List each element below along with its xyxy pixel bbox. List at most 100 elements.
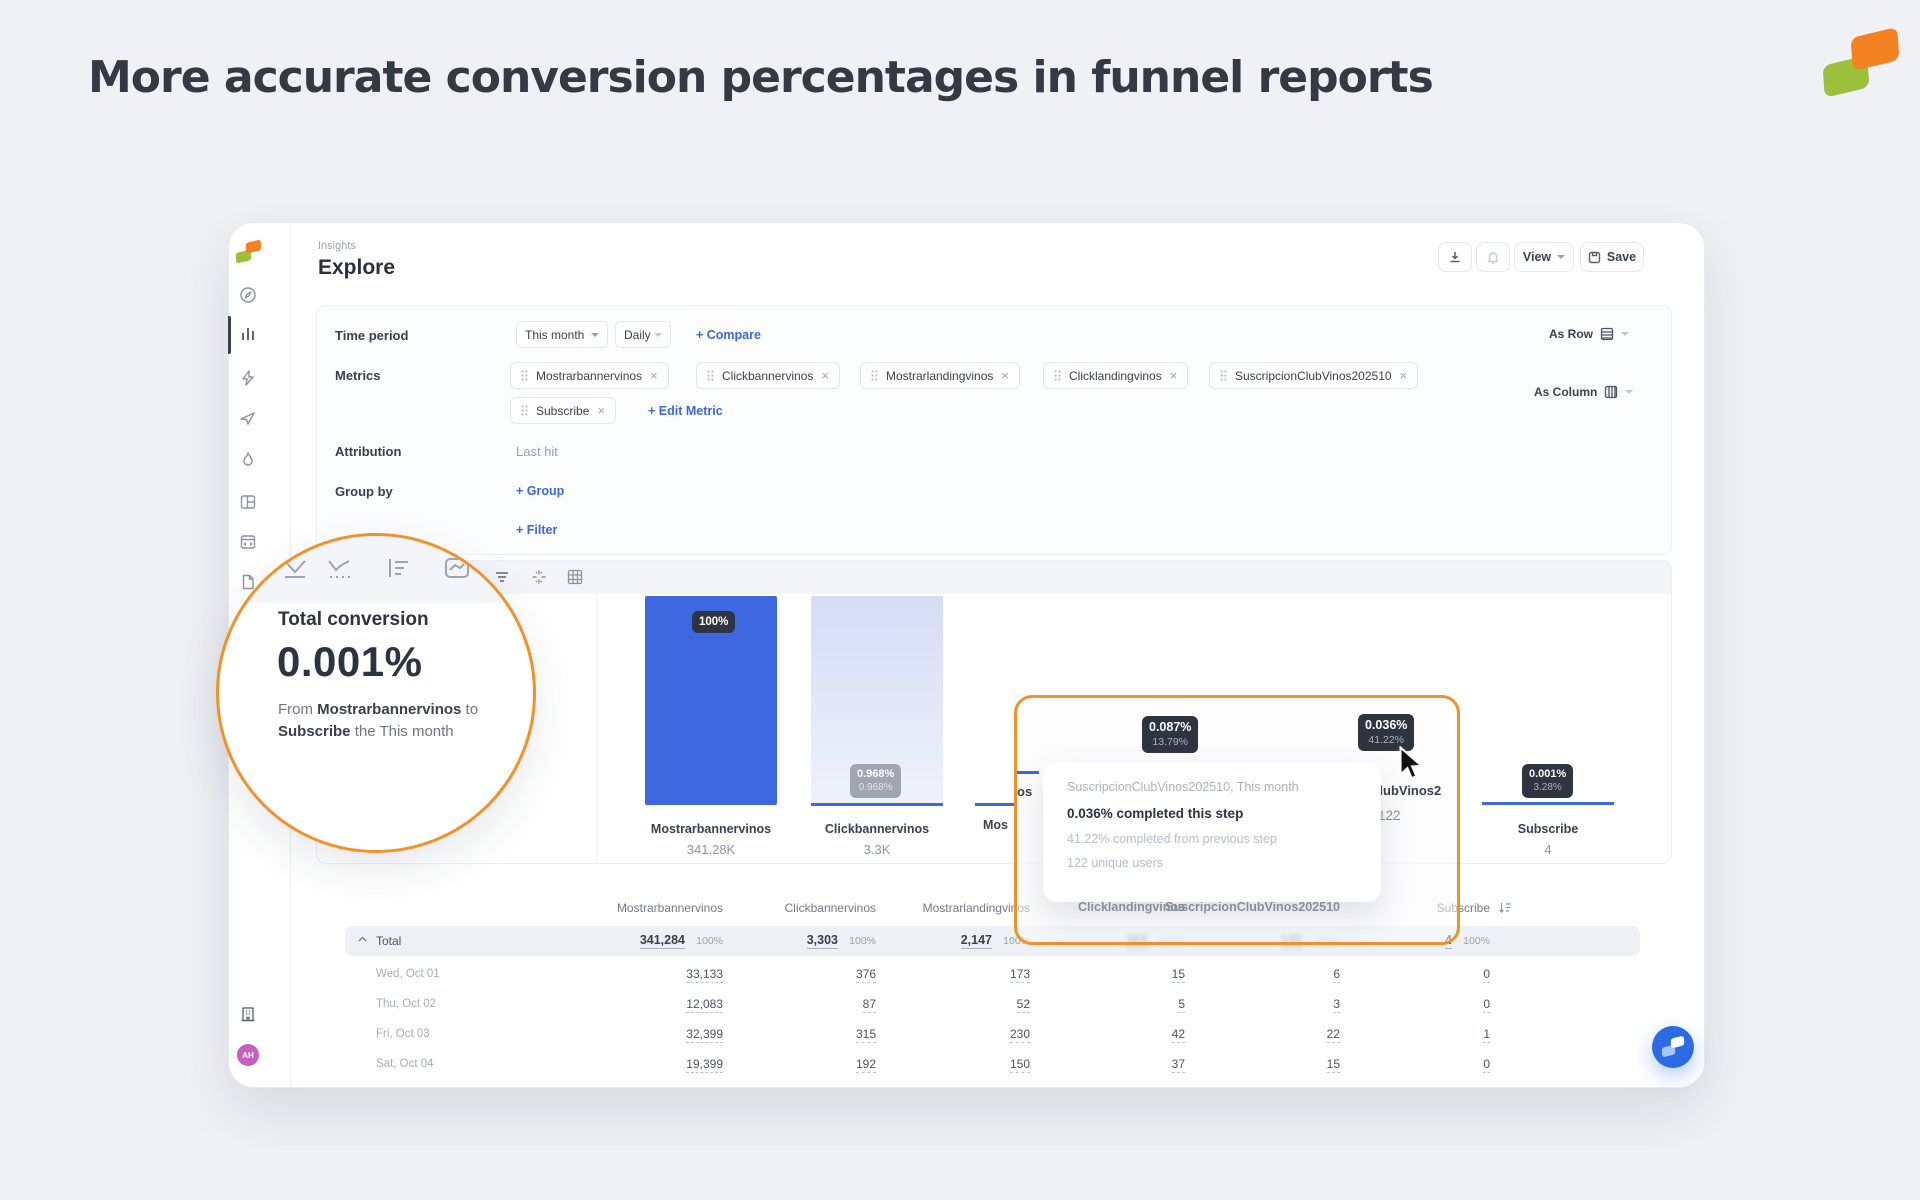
area-chart-type-icon[interactable] <box>443 554 471 582</box>
funnel-bar3-label-fragment: Mos <box>983 818 1008 832</box>
table-cell[interactable]: 22 <box>1326 1027 1340 1043</box>
total-pct: 100% <box>849 935 876 947</box>
drag-handle-icon[interactable] <box>1220 370 1227 381</box>
drag-handle-icon[interactable] <box>521 405 528 416</box>
metric-chip[interactable]: Mostrarlandingvinos × <box>860 362 1020 389</box>
collapse-icon[interactable] <box>358 936 367 943</box>
table-cell[interactable]: 173 <box>1009 967 1030 983</box>
sidebar-item-organization[interactable] <box>239 1005 257 1023</box>
user-avatar[interactable]: AH <box>237 1044 259 1066</box>
save-button-label: Save <box>1606 250 1637 264</box>
compare-link[interactable]: + Compare <box>696 328 761 342</box>
view-button[interactable]: View <box>1514 242 1574 272</box>
table-cell[interactable]: 19,399 <box>686 1057 723 1073</box>
send-icon <box>239 409 257 427</box>
row-label: Sat, Oct 04 <box>376 1058 434 1070</box>
total-pct: 100% <box>1463 935 1490 947</box>
sidebar-item-insights[interactable] <box>239 325 257 343</box>
sidebar-logo[interactable] <box>234 238 266 266</box>
close-icon[interactable]: × <box>650 368 658 383</box>
table-cell[interactable]: 0 <box>1483 1057 1490 1073</box>
bar-label-fragment-right: ClubVinos2 <box>1370 783 1442 798</box>
funnel-bar-clickbannervinos[interactable] <box>811 803 943 806</box>
table-cell[interactable]: 32,399 <box>686 1027 723 1043</box>
table-cell[interactable]: 52 <box>1016 997 1030 1013</box>
filter-link[interactable]: + Filter <box>516 523 558 537</box>
sidebar-item-events[interactable] <box>239 369 257 387</box>
drag-handle-icon[interactable] <box>707 370 714 381</box>
sidebar-item-discover[interactable] <box>239 286 257 304</box>
sidebar-item-funnels[interactable] <box>239 409 257 427</box>
metric-chip[interactable]: Clickbannervinos × <box>696 362 840 389</box>
table-cell[interactable]: 42 <box>1171 1027 1185 1043</box>
granularity-select[interactable]: Daily <box>615 321 671 348</box>
table-cell[interactable]: 0 <box>1483 967 1490 983</box>
sidebar-item-dashboards[interactable] <box>239 493 257 511</box>
table-cell[interactable]: 15 <box>1326 1057 1340 1073</box>
chevron-down-icon <box>654 332 662 337</box>
table-cell[interactable]: 230 <box>1009 1027 1030 1043</box>
as-row-control[interactable]: As Row <box>1549 327 1630 341</box>
metric-chip[interactable]: Mostrarbannervinos × <box>510 362 669 389</box>
table-cell[interactable]: 315 <box>855 1027 876 1043</box>
total-cell[interactable]: 2,147 <box>960 933 992 949</box>
funnel-chart-type-icon[interactable] <box>281 554 309 582</box>
columns-icon <box>1604 385 1618 399</box>
table-cell[interactable]: 192 <box>855 1057 876 1073</box>
funnel-bar1-label: Mostrarbannervinos <box>650 822 772 836</box>
download-button[interactable] <box>1438 242 1472 272</box>
table-cell[interactable]: 0 <box>1483 997 1490 1013</box>
grid-view-icon[interactable] <box>567 569 583 585</box>
table-cell[interactable]: 376 <box>855 967 876 983</box>
desc-suffix: the This month <box>350 723 454 740</box>
as-column-control[interactable]: As Column <box>1534 385 1634 399</box>
drag-handle-icon[interactable] <box>871 370 878 381</box>
save-button[interactable]: Save <box>1580 242 1644 272</box>
sort-icon[interactable] <box>1498 901 1512 914</box>
page-headline: More accurate conversion percentages in … <box>88 52 1434 103</box>
desc-to-step: Subscribe <box>278 723 351 740</box>
chat-fab[interactable] <box>1652 1026 1694 1068</box>
notifications-button[interactable] <box>1476 242 1510 272</box>
axes-settings-icon[interactable] <box>531 569 547 585</box>
close-icon[interactable]: × <box>821 368 829 383</box>
total-cell[interactable]: 3,303 <box>806 933 838 949</box>
table-cell[interactable]: 5 <box>1178 997 1185 1013</box>
table-cell[interactable]: 150 <box>1009 1057 1030 1073</box>
funnel-bar2-label: Clickbannervinos <box>824 822 930 836</box>
funnel-bar-subscribe[interactable] <box>1482 802 1614 805</box>
table-header[interactable]: Mostrarbannervinos <box>616 901 723 915</box>
chevron-down-icon <box>1557 255 1566 259</box>
table-cell[interactable]: 3 <box>1333 997 1340 1013</box>
close-icon[interactable]: × <box>1399 368 1408 383</box>
close-icon[interactable]: × <box>597 403 605 418</box>
close-icon[interactable]: × <box>1001 368 1009 383</box>
table-cell[interactable]: 12,083 <box>686 997 723 1013</box>
chevron-down-icon <box>1621 332 1630 336</box>
close-icon[interactable]: × <box>1169 368 1178 383</box>
table-cell[interactable]: 15 <box>1171 967 1185 983</box>
row-label: Fri, Oct 03 <box>376 1028 430 1040</box>
edit-metric-link[interactable]: + Edit Metric <box>648 404 723 418</box>
group-link[interactable]: + Group <box>516 484 565 498</box>
metric-chip[interactable]: Subscribe × <box>510 397 616 424</box>
table-cell[interactable]: 1 <box>1483 1027 1490 1043</box>
layout-icon <box>239 493 257 511</box>
table-cell[interactable]: 33,133 <box>686 967 723 983</box>
metric-chip[interactable]: SuscripcionClubVinos202510 × <box>1209 362 1419 389</box>
sidebar-item-heatmaps[interactable] <box>239 451 257 469</box>
table-cell[interactable]: 6 <box>1333 967 1340 983</box>
drag-handle-icon[interactable] <box>521 370 528 381</box>
table-header[interactable]: Clickbannervinos <box>784 901 876 915</box>
drag-handle-icon[interactable] <box>1054 370 1061 381</box>
metric-chip-label: Clickbannervinos <box>722 368 814 383</box>
table-header[interactable]: Mostrarlandingvinos <box>922 901 1030 915</box>
table-cell[interactable]: 37 <box>1171 1057 1185 1073</box>
bar-chart-type-icon[interactable] <box>385 554 413 582</box>
total-cell[interactable]: 341,284 <box>639 933 685 949</box>
time-range-select[interactable]: This month <box>516 321 608 348</box>
funnel-bar-mostrarlandingvinos[interactable] <box>975 803 1014 806</box>
table-cell[interactable]: 87 <box>862 997 876 1013</box>
metric-chip[interactable]: Clicklandingvinos × <box>1043 362 1189 389</box>
funnel-trend-chart-type-icon[interactable] <box>325 554 353 582</box>
